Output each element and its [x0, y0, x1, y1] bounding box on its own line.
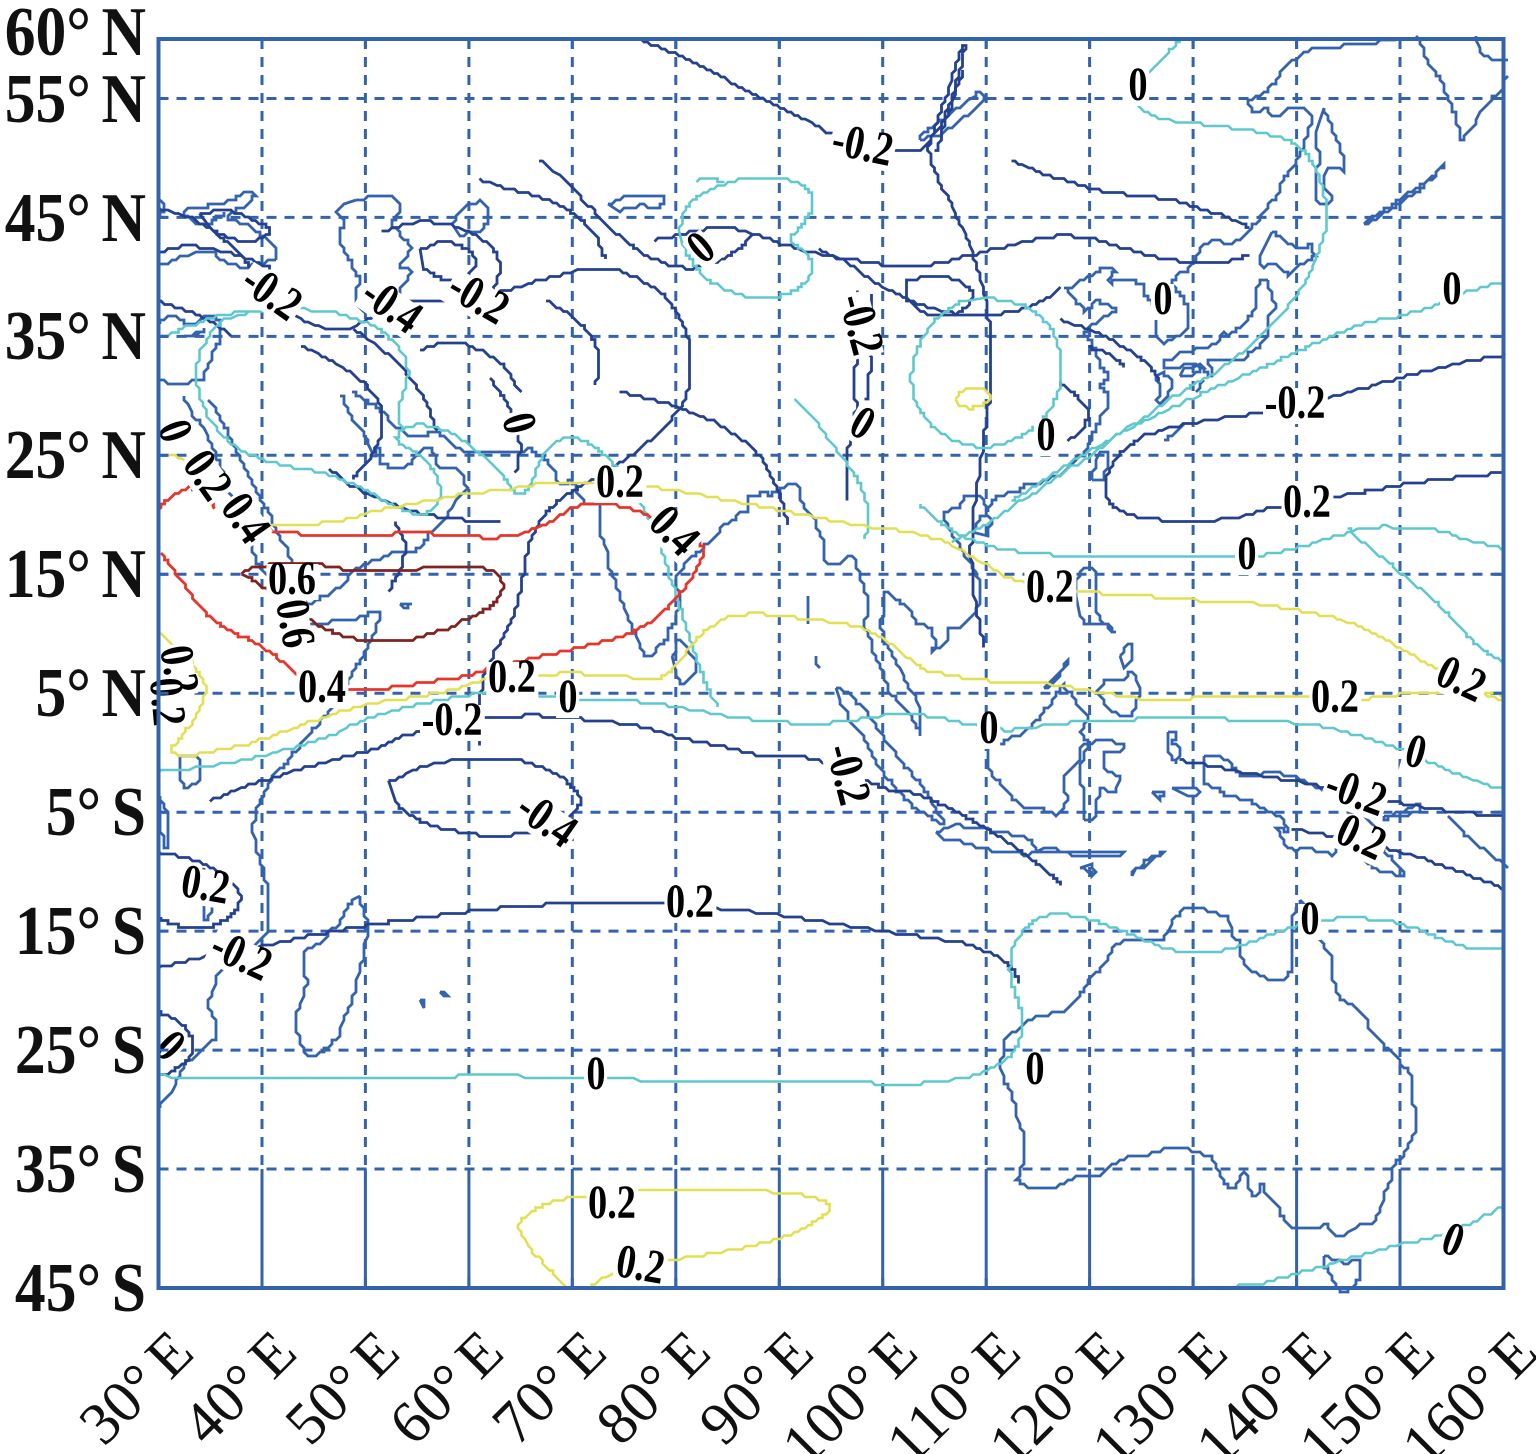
- svg-text:0: 0: [1153, 272, 1172, 325]
- svg-text:-0.2: -0.2: [827, 112, 897, 176]
- svg-text:0.2: 0.2: [1283, 475, 1331, 528]
- svg-text:0.6: 0.6: [268, 552, 316, 605]
- svg-text:0.2: 0.2: [588, 1176, 636, 1229]
- svg-text:15°S: 15° S: [15, 892, 146, 970]
- svg-text:0.2: 0.2: [596, 455, 644, 508]
- svg-text:60°N: 60° N: [5, 0, 146, 71]
- svg-text:0.2: 0.2: [139, 675, 196, 727]
- svg-text:0: 0: [1300, 892, 1319, 945]
- svg-text:0.2: 0.2: [1026, 560, 1074, 613]
- svg-text:0.2: 0.2: [488, 650, 536, 703]
- svg-text:0: 0: [979, 701, 998, 754]
- svg-text:35°S: 35° S: [15, 1130, 146, 1208]
- svg-text:25°N: 25° N: [5, 416, 146, 494]
- svg-text:0: 0: [1025, 1042, 1044, 1095]
- svg-text:55°N: 55° N: [5, 60, 146, 138]
- svg-text:5°N: 5° N: [36, 654, 146, 732]
- svg-text:5°S: 5° S: [46, 773, 146, 851]
- svg-text:0.2: 0.2: [1311, 670, 1359, 723]
- svg-text:0.2: 0.2: [177, 854, 233, 915]
- svg-text:35°N: 35° N: [5, 297, 146, 375]
- svg-text:0.2: 0.2: [666, 875, 714, 928]
- svg-text:0: 0: [586, 1047, 605, 1100]
- svg-text:0: 0: [1036, 408, 1055, 461]
- svg-text:0.2: 0.2: [612, 1234, 668, 1295]
- svg-text:0: 0: [1237, 527, 1256, 580]
- svg-text:15°N: 15° N: [5, 535, 146, 613]
- svg-text:45°S: 45° S: [15, 1249, 146, 1327]
- svg-text:0: 0: [1442, 262, 1461, 315]
- svg-text:-0.2: -0.2: [1265, 376, 1326, 429]
- svg-text:25°S: 25° S: [15, 1011, 146, 1089]
- svg-text:-0.2: -0.2: [422, 693, 483, 746]
- svg-text:0.4: 0.4: [298, 660, 346, 713]
- svg-text:0: 0: [1128, 58, 1147, 111]
- svg-text:45°N: 45° N: [5, 179, 146, 257]
- svg-text:0.6: 0.6: [265, 595, 326, 651]
- svg-text:0: 0: [558, 670, 577, 723]
